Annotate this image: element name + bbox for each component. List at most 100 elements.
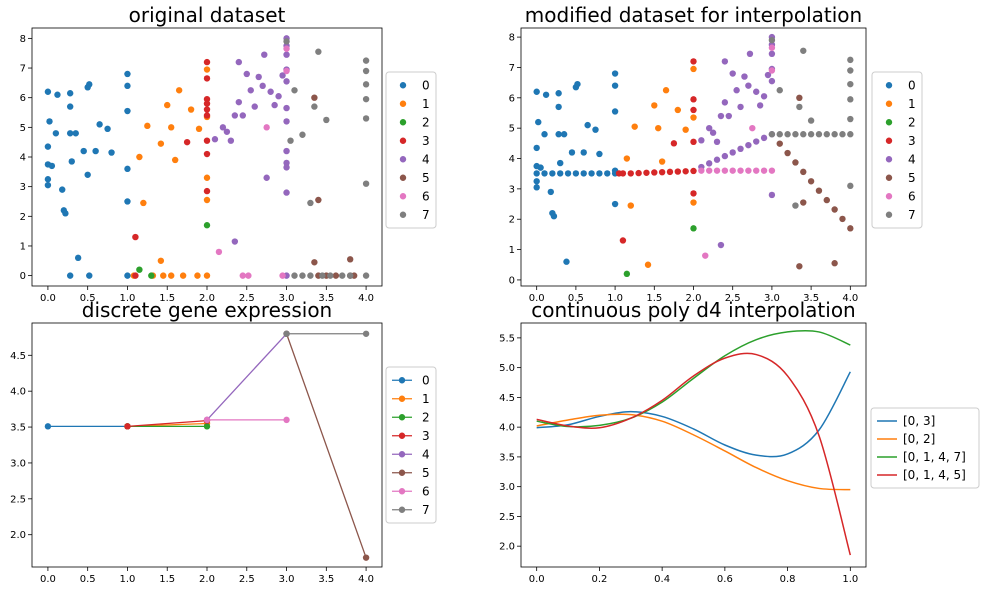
data-point-series-6 — [768, 67, 776, 74]
data-point-series-4 — [243, 70, 250, 78]
legend-label: 0 — [422, 78, 430, 92]
data-point-series-0 — [59, 186, 66, 193]
data-point-series-3 — [203, 137, 211, 144]
data-point-series-4 — [261, 51, 268, 58]
chart-title: discrete gene expression — [82, 298, 332, 322]
data-point-series-7 — [362, 67, 370, 75]
data-point-series-1 — [195, 125, 203, 133]
data-point-series-4 — [737, 103, 744, 111]
data-point-series-0 — [108, 149, 115, 156]
x-tick-label: 0.0 — [40, 574, 56, 585]
series-marker-6 — [283, 416, 290, 424]
x-tick-label: 4.0 — [842, 293, 858, 304]
data-point-series-6 — [698, 167, 705, 174]
y-tick-label: 6 — [20, 93, 26, 104]
data-point-series-4 — [239, 112, 246, 119]
data-point-series-7 — [839, 131, 846, 138]
data-point-series-3 — [670, 140, 678, 147]
data-point-series-3 — [203, 100, 211, 107]
legend-label: [0, 1, 4, 7] — [903, 450, 966, 464]
data-point-series-3 — [203, 150, 211, 158]
data-point-series-7 — [768, 131, 776, 138]
data-point-series-1 — [674, 106, 682, 114]
data-point-series-4 — [251, 103, 258, 110]
data-point-series-0 — [86, 272, 93, 279]
data-point-series-0 — [44, 181, 52, 189]
data-point-series-4 — [721, 58, 729, 65]
data-point-series-7 — [315, 48, 322, 55]
data-point-series-7 — [800, 131, 807, 138]
data-point-series-5 — [800, 199, 807, 206]
data-point-series-1 — [144, 122, 151, 130]
x-tick-label: 1.5 — [159, 293, 175, 304]
data-point-series-4 — [768, 191, 776, 199]
series-marker-3 — [124, 423, 131, 430]
data-point-series-7 — [299, 131, 306, 138]
chart-p2: modified dataset for interpolation 0.0 0.5… — [509, 3, 923, 304]
data-point-series-5 — [332, 272, 340, 279]
data-point-series-1 — [662, 87, 670, 94]
legend-label: 7 — [422, 503, 430, 517]
legend-label: 7 — [422, 208, 430, 222]
data-point-series-3 — [627, 170, 634, 177]
data-point-series-0 — [611, 108, 619, 115]
data-point-series-7 — [283, 38, 290, 45]
series-line-3 — [127, 419, 208, 427]
data-point-series-6 — [283, 67, 290, 75]
data-point-series-7 — [815, 131, 823, 138]
legend-label: 1 — [422, 392, 430, 406]
data-point-series-0 — [541, 170, 548, 177]
data-point-series-6 — [702, 252, 709, 259]
x-tick-label: 3.0 — [279, 574, 295, 585]
data-point-series-1 — [690, 65, 697, 73]
data-point-series-0 — [557, 170, 564, 177]
data-point-series-0 — [542, 91, 550, 98]
data-point-series-0 — [66, 130, 74, 137]
legend-label: 4 — [908, 152, 916, 166]
legend-label: 5 — [422, 171, 430, 185]
data-point-series-6 — [768, 44, 776, 51]
data-point-series-3 — [203, 106, 211, 113]
data-point-series-7 — [323, 116, 330, 124]
data-point-series-4 — [283, 189, 290, 196]
legend-label: 3 — [908, 134, 916, 148]
plot-frame — [520, 322, 867, 568]
x-tick-label: 1.0 — [120, 574, 136, 585]
data-point-series-0 — [124, 70, 131, 78]
x-tick-label: 3.5 — [803, 293, 819, 304]
data-point-series-0 — [557, 159, 564, 167]
data-point-series-0 — [84, 171, 91, 178]
data-point-series-0 — [549, 170, 556, 177]
x-tick-label: 1.0 — [120, 293, 136, 304]
data-point-series-3 — [132, 272, 139, 279]
data-point-series-4 — [760, 93, 768, 100]
data-point-series-3 — [651, 169, 658, 176]
data-point-series-0 — [52, 130, 60, 137]
data-point-series-0 — [533, 144, 540, 152]
data-point-series-7 — [362, 57, 370, 64]
data-point-series-4 — [725, 112, 732, 120]
data-point-series-3 — [203, 95, 211, 103]
data-point-series-5 — [315, 196, 322, 204]
data-point-series-7 — [362, 81, 370, 88]
data-point-series-2 — [148, 272, 155, 279]
x-tick-label: 0.8 — [780, 574, 796, 585]
y-tick-label: 1 — [509, 245, 515, 256]
data-point-series-0 — [54, 91, 61, 98]
data-point-series-7 — [339, 272, 346, 279]
data-point-series-4 — [753, 88, 760, 95]
legend-label: 0 — [422, 373, 430, 387]
data-point-series-5 — [831, 260, 838, 267]
data-point-series-4 — [279, 72, 286, 79]
data-point-series-4 — [698, 137, 705, 144]
x-tick-label: 0.4 — [654, 574, 670, 585]
data-point-series-6 — [239, 272, 246, 279]
y-tick-label: 4 — [509, 154, 515, 165]
x-tick-label: 3.0 — [279, 293, 295, 304]
data-point-series-4 — [235, 58, 243, 66]
data-point-series-7 — [319, 272, 326, 279]
x-tick-label: 1.5 — [646, 293, 662, 304]
chart-p3: discrete gene expression 0.0 0.5 1.0 1.5 2.0 2… — [10, 298, 437, 585]
data-point-series-4 — [746, 50, 754, 57]
data-point-series-5 — [831, 206, 838, 213]
